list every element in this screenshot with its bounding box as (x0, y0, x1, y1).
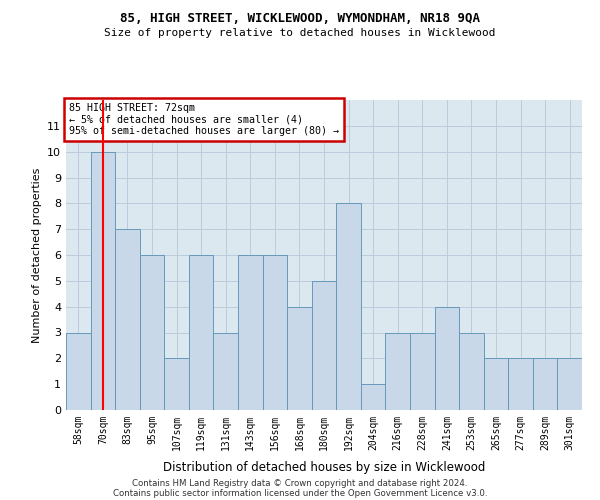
Bar (214, 332, 238, 410)
X-axis label: Distribution of detached houses by size in Wicklewood: Distribution of detached houses by size … (163, 461, 485, 474)
Bar (263, 255, 287, 410)
Bar (238, 255, 263, 410)
Bar (434, 306, 459, 410)
Text: Size of property relative to detached houses in Wicklewood: Size of property relative to detached ho… (104, 28, 496, 38)
Text: Contains public sector information licensed under the Open Government Licence v3: Contains public sector information licen… (113, 488, 487, 498)
Bar (484, 358, 508, 410)
Bar (557, 358, 582, 410)
Bar (385, 332, 410, 410)
Text: 85, HIGH STREET, WICKLEWOOD, WYMONDHAM, NR18 9QA: 85, HIGH STREET, WICKLEWOOD, WYMONDHAM, … (120, 12, 480, 26)
Bar (312, 281, 336, 410)
Text: Contains HM Land Registry data © Crown copyright and database right 2024.: Contains HM Land Registry data © Crown c… (132, 478, 468, 488)
Y-axis label: Number of detached properties: Number of detached properties (32, 168, 41, 342)
Bar (189, 255, 214, 410)
Bar (533, 358, 557, 410)
Bar (459, 332, 484, 410)
Bar (66, 332, 91, 410)
Bar (91, 152, 115, 410)
Bar (361, 384, 385, 410)
Bar (140, 255, 164, 410)
Text: 85 HIGH STREET: 72sqm
← 5% of detached houses are smaller (4)
95% of semi-detach: 85 HIGH STREET: 72sqm ← 5% of detached h… (68, 103, 338, 136)
Bar (336, 204, 361, 410)
Bar (508, 358, 533, 410)
Bar (115, 229, 140, 410)
Bar (410, 332, 434, 410)
Bar (164, 358, 189, 410)
Bar (287, 306, 312, 410)
